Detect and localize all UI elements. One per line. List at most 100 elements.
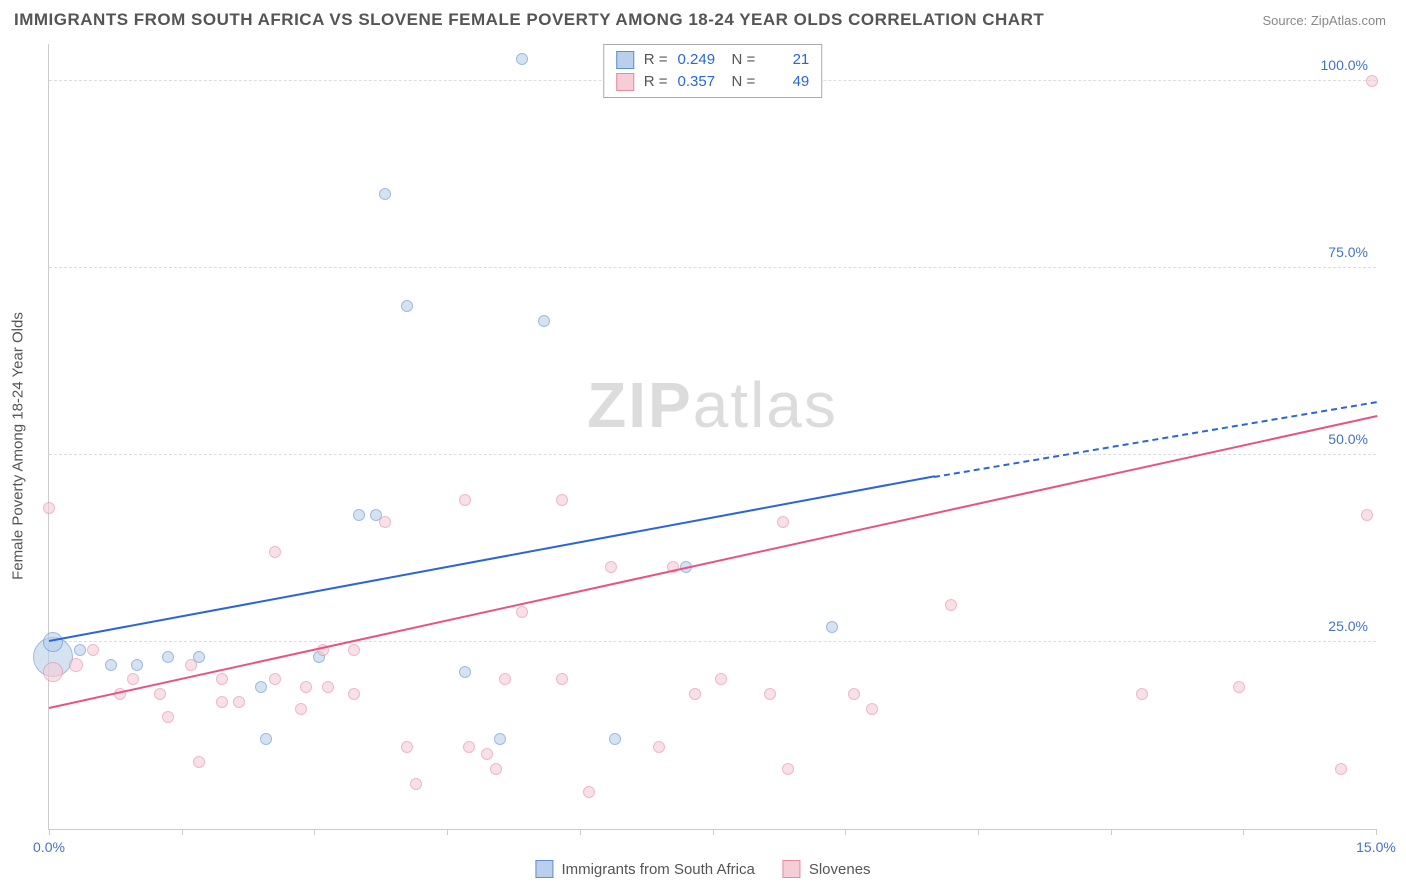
gridline — [49, 641, 1376, 642]
data-point-sl — [516, 606, 528, 618]
x-tick — [182, 829, 183, 835]
data-point-sl — [945, 599, 957, 611]
y-tick-label: 100.0% — [1321, 57, 1368, 73]
legend-bottom: Immigrants from South Africa Slovenes — [535, 860, 870, 878]
data-point-sl — [1136, 688, 1148, 700]
data-point-sl — [216, 673, 228, 685]
data-point-sl — [193, 756, 205, 768]
x-tick-label: 0.0% — [33, 839, 65, 855]
data-point-sl — [848, 688, 860, 700]
data-point-sl — [583, 786, 595, 798]
stat-n-label: N = — [732, 49, 756, 71]
data-point-sa — [826, 621, 838, 633]
data-point-sa — [260, 733, 272, 745]
data-point-sl — [269, 546, 281, 558]
data-point-sl — [459, 494, 471, 506]
data-point-sl — [410, 778, 422, 790]
legend-stats-row: R =0.249N =21 — [616, 49, 810, 71]
data-point-sa — [538, 315, 550, 327]
data-point-sl — [653, 741, 665, 753]
data-point-sa — [43, 632, 63, 652]
data-point-sa — [162, 651, 174, 663]
data-point-sl — [127, 673, 139, 685]
x-tick — [845, 829, 846, 835]
data-point-sl — [777, 516, 789, 528]
x-tick — [314, 829, 315, 835]
data-point-sl — [764, 688, 776, 700]
data-point-sa — [379, 188, 391, 200]
data-point-sl — [154, 688, 166, 700]
x-tick — [49, 829, 50, 835]
stat-n-label: N = — [732, 71, 756, 93]
data-point-sa — [255, 681, 267, 693]
stat-n-value: 21 — [765, 49, 809, 71]
data-point-sl — [481, 748, 493, 760]
data-point-sl — [1335, 763, 1347, 775]
x-tick — [1111, 829, 1112, 835]
legend-label: Slovenes — [809, 861, 871, 878]
header: IMMIGRANTS FROM SOUTH AFRICA VS SLOVENE … — [0, 0, 1406, 36]
legend-swatch — [535, 860, 553, 878]
data-point-sa — [401, 300, 413, 312]
data-point-sa — [105, 659, 117, 671]
data-point-sl — [782, 763, 794, 775]
data-point-sl — [43, 662, 63, 682]
data-point-sl — [69, 658, 83, 672]
legend-swatch — [616, 51, 634, 69]
stat-r-value: 0.249 — [678, 49, 722, 71]
data-point-sa — [609, 733, 621, 745]
legend-swatch — [616, 73, 634, 91]
data-point-sl — [1361, 509, 1373, 521]
data-point-sl — [348, 688, 360, 700]
data-point-sl — [87, 644, 99, 656]
stat-n-value: 49 — [765, 71, 809, 93]
legend-label: Immigrants from South Africa — [561, 861, 754, 878]
y-tick-label: 75.0% — [1328, 244, 1368, 260]
data-point-sl — [490, 763, 502, 775]
data-point-sl — [379, 516, 391, 528]
data-point-sa — [494, 733, 506, 745]
chart-title: IMMIGRANTS FROM SOUTH AFRICA VS SLOVENE … — [14, 10, 1044, 30]
trend-line-ext-sa — [933, 401, 1376, 478]
data-point-sa — [131, 659, 143, 671]
stat-r-value: 0.357 — [678, 71, 722, 93]
x-tick — [580, 829, 581, 835]
data-point-sl — [185, 659, 197, 671]
data-point-sl — [556, 494, 568, 506]
legend-swatch — [783, 860, 801, 878]
x-tick-label: 15.0% — [1356, 839, 1396, 855]
data-point-sl — [1233, 681, 1245, 693]
data-point-sl — [689, 688, 701, 700]
data-point-sl — [715, 673, 727, 685]
x-tick — [447, 829, 448, 835]
trend-line-sl — [49, 415, 1377, 709]
data-point-sl — [605, 561, 617, 573]
watermark: ZIPatlas — [587, 368, 838, 442]
trend-line-sa — [49, 475, 935, 642]
legend-stats-row: R = 0.357 N = 49 — [616, 71, 810, 93]
x-tick — [1376, 829, 1377, 835]
data-point-sl — [499, 673, 511, 685]
legend-item: Immigrants from South Africa — [535, 860, 754, 878]
gridline — [49, 267, 1376, 268]
data-point-sl — [556, 673, 568, 685]
data-point-sa — [353, 509, 365, 521]
data-point-sl — [233, 696, 245, 708]
x-tick — [1243, 829, 1244, 835]
y-tick-label: 50.0% — [1328, 431, 1368, 447]
x-tick — [713, 829, 714, 835]
data-point-sa — [74, 644, 86, 656]
data-point-sl — [216, 696, 228, 708]
source-label: Source: ZipAtlas.com — [1262, 13, 1386, 28]
data-point-sl — [866, 703, 878, 715]
data-point-sl — [322, 681, 334, 693]
data-point-sl — [401, 741, 413, 753]
x-tick — [978, 829, 979, 835]
data-point-sl — [300, 681, 312, 693]
legend-item: Slovenes — [783, 860, 871, 878]
stat-r-label: R = — [644, 71, 668, 93]
y-tick-label: 25.0% — [1328, 618, 1368, 634]
data-point-sl — [162, 711, 174, 723]
data-point-sl — [43, 502, 55, 514]
data-point-sl — [463, 741, 475, 753]
